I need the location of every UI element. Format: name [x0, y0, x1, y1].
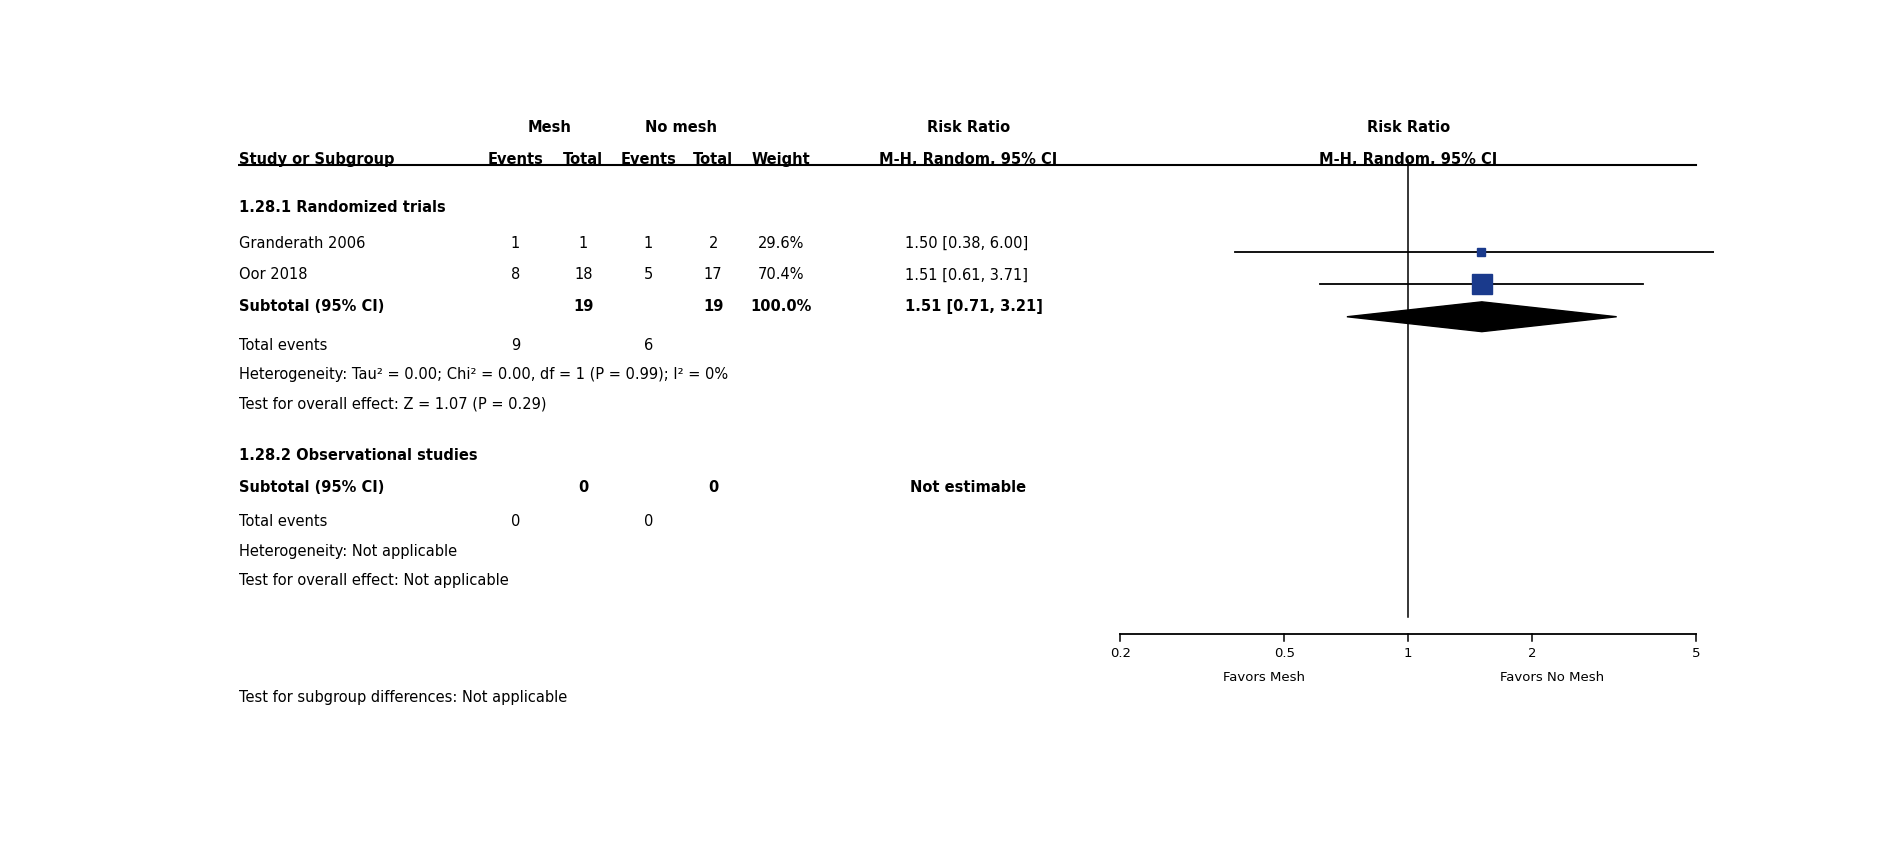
- Text: 19: 19: [703, 299, 724, 313]
- Text: 17: 17: [704, 267, 722, 282]
- Text: 29.6%: 29.6%: [758, 236, 803, 251]
- Text: Subtotal (95% CI): Subtotal (95% CI): [240, 299, 385, 313]
- Text: 1: 1: [579, 236, 588, 251]
- Text: 0: 0: [644, 514, 653, 529]
- Text: Total events: Total events: [240, 514, 327, 529]
- Text: Total: Total: [693, 152, 733, 167]
- Text: 18: 18: [573, 267, 592, 282]
- Text: No mesh: No mesh: [645, 120, 716, 136]
- Text: 0: 0: [708, 480, 718, 495]
- Text: Test for overall effect: Not applicable: Test for overall effect: Not applicable: [240, 573, 508, 588]
- Polygon shape: [1346, 301, 1616, 332]
- Text: Subtotal (95% CI): Subtotal (95% CI): [240, 480, 385, 495]
- Text: 9: 9: [510, 338, 520, 353]
- Text: 1: 1: [510, 236, 520, 251]
- Text: Heterogeneity: Not applicable: Heterogeneity: Not applicable: [240, 544, 457, 559]
- Text: 6: 6: [644, 338, 653, 353]
- Text: 5: 5: [1691, 647, 1700, 659]
- Text: Total events: Total events: [240, 338, 327, 353]
- Text: Events: Events: [621, 152, 676, 167]
- Text: Favors Mesh: Favors Mesh: [1222, 671, 1306, 685]
- Text: Favors No Mesh: Favors No Mesh: [1500, 671, 1603, 685]
- Text: Heterogeneity: Tau² = 0.00; Chi² = 0.00, df = 1 (P = 0.99); I² = 0%: Heterogeneity: Tau² = 0.00; Chi² = 0.00,…: [240, 367, 729, 382]
- Text: Risk Ratio: Risk Ratio: [927, 120, 1009, 136]
- Text: 1.50 [0.38, 6.00]: 1.50 [0.38, 6.00]: [904, 236, 1028, 251]
- Text: Total: Total: [564, 152, 604, 167]
- Text: 0: 0: [579, 480, 588, 495]
- Text: 1.51 [0.71, 3.21]: 1.51 [0.71, 3.21]: [904, 299, 1043, 313]
- Text: Oor 2018: Oor 2018: [240, 267, 308, 282]
- Text: Risk Ratio: Risk Ratio: [1367, 120, 1449, 136]
- Text: 8: 8: [510, 267, 520, 282]
- Text: Weight: Weight: [752, 152, 811, 167]
- Text: Test for subgroup differences: Not applicable: Test for subgroup differences: Not appli…: [240, 690, 567, 705]
- Text: Events: Events: [487, 152, 543, 167]
- Text: 1: 1: [1403, 647, 1413, 659]
- Text: Granderath 2006: Granderath 2006: [240, 236, 366, 251]
- Text: 2: 2: [1527, 647, 1537, 659]
- Text: 19: 19: [573, 299, 594, 313]
- Text: 0.5: 0.5: [1274, 647, 1295, 659]
- Text: 1: 1: [644, 236, 653, 251]
- Text: 5: 5: [644, 267, 653, 282]
- Text: M-H, Random, 95% CI: M-H, Random, 95% CI: [880, 152, 1057, 167]
- Text: Not estimable: Not estimable: [910, 480, 1026, 495]
- Text: 0.2: 0.2: [1110, 647, 1131, 659]
- Text: Mesh: Mesh: [527, 120, 571, 136]
- Text: 1.28.1 Randomized trials: 1.28.1 Randomized trials: [240, 200, 446, 215]
- Text: M-H, Random, 95% CI: M-H, Random, 95% CI: [1319, 152, 1497, 167]
- Text: 100.0%: 100.0%: [750, 299, 811, 313]
- Text: Study or Subgroup: Study or Subgroup: [240, 152, 394, 167]
- Text: 1.28.2 Observational studies: 1.28.2 Observational studies: [240, 449, 478, 463]
- Text: 0: 0: [510, 514, 520, 529]
- Text: 70.4%: 70.4%: [758, 267, 803, 282]
- Text: 2: 2: [708, 236, 718, 251]
- Text: Test for overall effect: Z = 1.07 (P = 0.29): Test for overall effect: Z = 1.07 (P = 0…: [240, 397, 546, 412]
- Text: 1.51 [0.61, 3.71]: 1.51 [0.61, 3.71]: [904, 267, 1028, 282]
